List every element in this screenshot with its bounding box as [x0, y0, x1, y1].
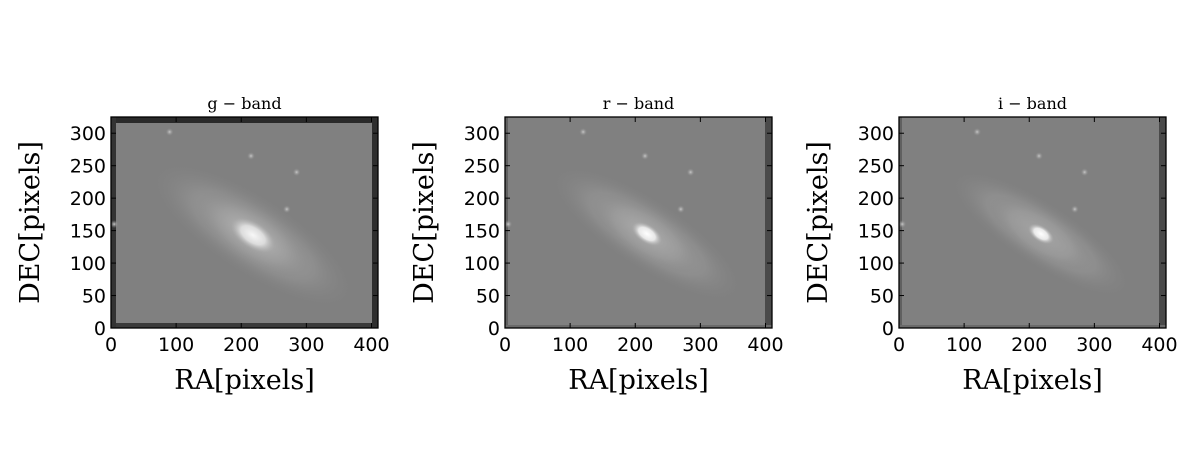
x-tick-label: 0: [893, 334, 905, 356]
x-tick-label: 0: [105, 334, 117, 356]
star: [292, 168, 301, 177]
y-tick-label: 200: [70, 188, 106, 210]
panel-title: r − band: [603, 94, 675, 113]
x-tick-label: 200: [223, 334, 259, 356]
galaxy-core: [231, 217, 275, 253]
galaxy-image: [899, 117, 1166, 328]
x-tick-label: 100: [552, 334, 588, 356]
y-tick-label: 250: [70, 156, 106, 178]
y-tick-label: 250: [858, 156, 894, 178]
axes-frame: [898, 116, 1167, 329]
star: [676, 205, 685, 214]
star: [579, 127, 588, 136]
star: [282, 205, 291, 214]
star: [111, 220, 119, 229]
star: [641, 151, 650, 160]
edge-artifact: [505, 325, 772, 328]
panel-1: 0 100 200 300 400 0 50 100 150 200 250 300 g − band R…: [15, 94, 390, 396]
y-tick-label: 100: [464, 253, 500, 275]
x-tick-label: 300: [288, 334, 324, 356]
y-tick-label: 0: [94, 318, 106, 340]
y-tick-label: 0: [882, 318, 894, 340]
y-tick-label: 300: [464, 123, 500, 145]
y-tick-label: 250: [464, 156, 500, 178]
x-tick-label: 200: [1011, 334, 1047, 356]
galaxy-core: [1028, 223, 1054, 245]
galaxy-core: [631, 221, 663, 246]
axes-frame: [504, 116, 773, 329]
x-tick-label: 200: [617, 334, 653, 356]
y-tick-label: 0: [488, 318, 500, 340]
star: [1070, 205, 1079, 214]
x-tick-label: 400: [1141, 334, 1177, 356]
x-tick-label: 100: [946, 334, 982, 356]
x-tick-label: 300: [1076, 334, 1112, 356]
star: [247, 151, 256, 160]
panel-2: 0 100 200 300 400 0 50 100 150 200 250 300 r − band R…: [409, 94, 784, 396]
galaxy-image: [505, 117, 772, 328]
y-tick-label: 150: [70, 221, 106, 243]
star: [505, 220, 513, 229]
panel-3: 0 100 200 300 400 0 50 100 150 200 250 300 i − band R…: [803, 94, 1178, 396]
galaxy-image: [111, 117, 378, 328]
star: [165, 127, 174, 136]
y-tick-label: 300: [858, 123, 894, 145]
panel-title: i − band: [998, 94, 1067, 113]
x-tick-label: 100: [158, 334, 194, 356]
edge-artifact: [899, 325, 1166, 328]
edge-artifact: [111, 323, 378, 328]
star: [899, 220, 907, 229]
edge-artifact: [111, 117, 378, 123]
y-tick-label: 50: [476, 286, 500, 308]
star: [973, 127, 982, 136]
y-tick-label: 150: [858, 221, 894, 243]
x-axis-label: RA[pixels]: [568, 365, 709, 396]
axes-frame: [110, 116, 379, 329]
x-axis-label: RA[pixels]: [962, 365, 1103, 396]
edge-artifact: [372, 117, 378, 328]
y-tick-label: 50: [82, 286, 106, 308]
y-axis-label: DEC[pixels]: [15, 141, 46, 304]
y-tick-label: 200: [858, 188, 894, 210]
x-tick-label: 0: [499, 334, 511, 356]
y-axis-label: DEC[pixels]: [409, 141, 440, 304]
star: [686, 168, 695, 177]
x-tick-label: 300: [682, 334, 718, 356]
y-tick-label: 50: [870, 286, 894, 308]
x-axis-label: RA[pixels]: [174, 365, 315, 396]
y-axis-label: DEC[pixels]: [803, 141, 834, 304]
edge-artifact: [765, 117, 772, 328]
y-tick-label: 100: [70, 253, 106, 275]
y-tick-label: 150: [464, 221, 500, 243]
x-tick-label: 400: [353, 334, 389, 356]
star: [1080, 168, 1089, 177]
edge-artifact: [1159, 117, 1166, 328]
y-tick-label: 300: [70, 123, 106, 145]
x-tick-label: 400: [747, 334, 783, 356]
y-tick-label: 200: [464, 188, 500, 210]
star: [1035, 151, 1044, 160]
y-tick-label: 100: [858, 253, 894, 275]
panel-title: g − band: [207, 94, 281, 113]
